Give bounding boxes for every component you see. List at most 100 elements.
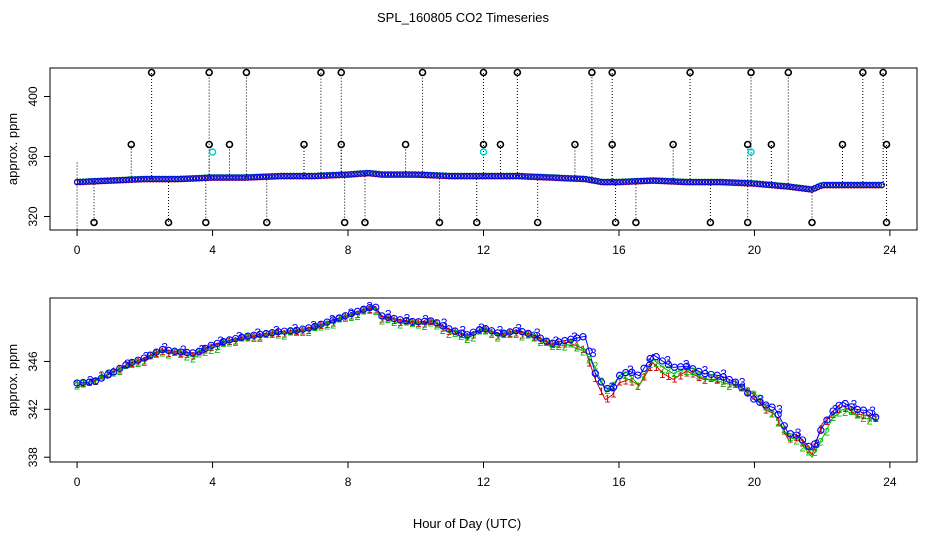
marker-bottom-3	[140, 354, 148, 362]
marker-bottom-1: 1	[172, 346, 178, 358]
marker-bottom-3-label: 3	[832, 403, 839, 417]
marker-bottom-1: 1	[531, 331, 537, 343]
marker-bottom-2: 2	[678, 367, 684, 379]
marker-bottom-3-label: 3	[366, 299, 373, 313]
outlier-point	[533, 218, 542, 227]
marker-bottom-3-label: 3	[813, 437, 820, 451]
marker-top-3	[839, 181, 846, 189]
marker-top-3	[461, 172, 468, 180]
y-tick-label: 400	[26, 86, 40, 106]
marker-bottom-1: 1	[732, 378, 738, 390]
marker-top-3	[387, 171, 395, 178]
marker-bottom-1: 1	[848, 405, 854, 417]
marker-bottom-2: 2	[245, 332, 251, 344]
marker-top-3	[518, 173, 526, 180]
marker-top-3	[540, 174, 547, 181]
marker-bottom-3-label: 3	[106, 367, 113, 381]
marker-bottom-1: 1	[226, 336, 232, 348]
outlier-point	[496, 140, 505, 149]
marker-top-3	[409, 171, 416, 178]
marker-top-3	[561, 174, 568, 182]
marker-bottom-1: 1	[452, 326, 458, 338]
outlier-point	[632, 218, 640, 227]
marker-top-3	[686, 178, 693, 186]
marker-bottom-2: 2	[495, 332, 501, 344]
marker-bottom-3	[865, 409, 874, 417]
marker-bottom-2: 2	[726, 381, 732, 393]
outlier-point	[784, 68, 793, 77]
marker-bottom-2: 2	[92, 375, 98, 387]
outlier-point	[242, 68, 251, 77]
marker-top-3	[640, 177, 648, 185]
marker-top-3	[302, 172, 309, 180]
marker-bottom-2: 2	[513, 329, 519, 341]
marker-bottom-1: 1	[318, 320, 324, 332]
marker-top-3	[342, 171, 349, 178]
marker-bottom-2: 2	[787, 432, 793, 444]
marker-bottom-3	[756, 398, 764, 406]
marker-bottom-1: 1	[220, 337, 226, 349]
marker-bottom-1: 1	[245, 332, 251, 344]
marker-top-3	[205, 174, 212, 181]
marker-top-3	[710, 178, 718, 186]
marker-top-3	[625, 178, 632, 185]
marker-bottom-2: 2	[854, 410, 860, 422]
marker-top-3	[110, 177, 117, 184]
outlier-point	[337, 68, 346, 77]
marker-bottom-2: 2	[476, 326, 482, 338]
marker-bottom-3-label: 3	[292, 322, 299, 336]
marker-top-3	[546, 174, 553, 181]
marker-bottom-3-label: 3	[310, 318, 317, 332]
marker-top-3	[357, 170, 364, 177]
marker-bottom-2: 2	[842, 407, 848, 419]
marker-bottom-3	[329, 316, 337, 324]
marker-bottom-1: 1	[684, 368, 690, 380]
marker-top-3	[311, 172, 318, 180]
marker-bottom-3-label: 3	[87, 373, 94, 387]
marker-bottom-3	[719, 373, 727, 381]
marker-bottom-3-label: 3	[422, 312, 429, 326]
marker-top-3	[403, 171, 410, 178]
marker-top-3	[872, 181, 879, 189]
outlier-point	[686, 68, 694, 77]
marker-top-3	[522, 173, 529, 180]
marker-top-3	[290, 172, 297, 180]
marker-bottom-1: 1	[123, 360, 129, 372]
marker-top-3	[418, 171, 425, 178]
marker-top-3	[875, 181, 882, 189]
outlier-point	[127, 140, 136, 149]
marker-bottom-1: 1	[665, 371, 671, 383]
marker-top-3	[878, 181, 885, 189]
marker-top-3	[543, 174, 550, 181]
x-tick-label: 4	[209, 243, 216, 257]
outlier-point	[205, 68, 213, 77]
marker-bottom-2: 2	[818, 437, 824, 449]
x-tick-label: 16	[612, 243, 626, 257]
marker-top-3	[217, 174, 224, 181]
x-tick-label: 16	[612, 475, 626, 489]
outlier-point	[90, 218, 98, 227]
marker-top-3	[790, 183, 797, 191]
x-tick-label: 12	[477, 243, 491, 257]
marker-bottom-3	[439, 322, 447, 330]
marker-bottom-2: 2	[403, 316, 409, 328]
marker-bottom-3	[110, 368, 118, 376]
marker-bottom-1: 1	[690, 368, 696, 380]
marker-bottom-1: 1	[550, 339, 556, 351]
marker-top-3	[573, 175, 581, 182]
marker-bottom-2: 2	[184, 351, 190, 363]
marker-top-3	[723, 179, 730, 186]
marker-top-3	[336, 171, 343, 179]
marker-bottom-1: 1	[275, 328, 281, 340]
marker-bottom-2: 2	[751, 389, 757, 401]
marker-top-3	[683, 178, 690, 186]
marker-bottom-3	[689, 365, 697, 373]
marker-top-3	[174, 175, 181, 183]
panel-top: 0 4 8 12 16 20 24 320 360 400 approx. ppm	[5, 67, 918, 257]
outlier-point	[337, 140, 346, 149]
marker-top-3	[570, 175, 578, 182]
marker-bottom-2: 2	[263, 329, 269, 341]
marker-bottom-2: 2	[434, 321, 440, 333]
marker-top-3	[119, 176, 126, 184]
